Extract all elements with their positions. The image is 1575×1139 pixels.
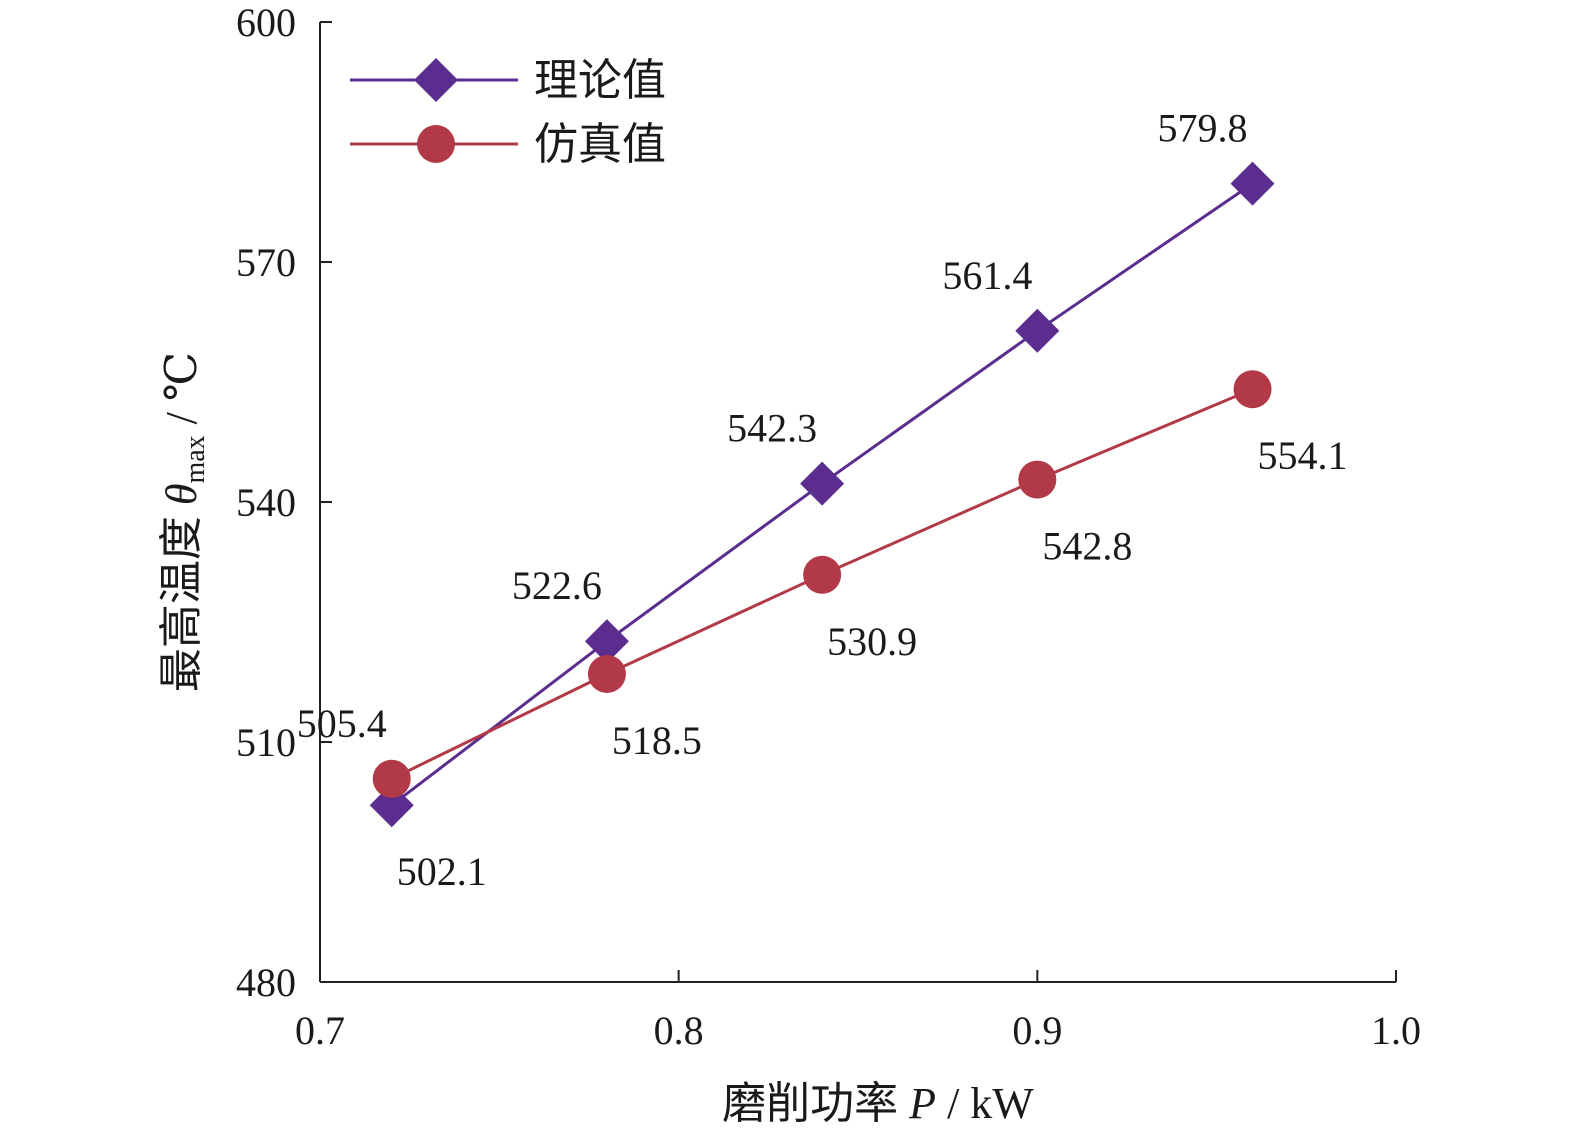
y-tick-label: 540 — [236, 480, 296, 525]
circle-marker — [1018, 460, 1057, 499]
circle-marker — [587, 655, 626, 693]
legend-item: 仿真值 — [350, 120, 666, 169]
circle-marker — [1233, 370, 1272, 409]
data-labels: 502.1 522.6 542.3 561.4 579.8 505.4 518.5 530.9… — [297, 106, 1348, 895]
y-tick-label: 600 — [236, 0, 296, 45]
legend-label: 理论值 — [534, 56, 666, 105]
data-label: 505.4 — [297, 701, 387, 746]
data-label: 502.1 — [397, 849, 487, 894]
data-label: 542.3 — [727, 406, 817, 451]
axes: 480 510 540 570 600 0.7 0.8 0.9 1.0 — [236, 0, 1421, 1053]
x-axis-title: 磨削功率 P / kW — [722, 1079, 1034, 1128]
legend-item: 理论值 — [350, 56, 666, 105]
data-label: 561.4 — [942, 253, 1032, 298]
y-axis-title: 最高温度 θmax / ℃ — [157, 352, 211, 692]
x-tick-label: 0.7 — [295, 1008, 345, 1053]
x-tick-label: 0.9 — [1012, 1008, 1062, 1053]
data-label: 530.9 — [827, 619, 917, 664]
data-label: 554.1 — [1258, 433, 1348, 478]
legend-diamond-marker — [414, 58, 458, 102]
data-label: 518.5 — [612, 718, 702, 763]
y-tick-label: 510 — [236, 720, 296, 765]
series-layer — [369, 161, 1275, 828]
y-tick-label: 570 — [236, 240, 296, 285]
legend-circle-marker — [417, 125, 455, 163]
series-theoretical — [369, 161, 1275, 828]
series-simulated — [372, 370, 1272, 798]
circle-marker — [372, 759, 411, 798]
data-label: 579.8 — [1158, 106, 1248, 151]
y-tick-label: 480 — [236, 960, 296, 1005]
legend-label: 仿真值 — [534, 120, 666, 169]
circle-marker — [803, 555, 842, 594]
x-tick-label: 0.8 — [654, 1008, 704, 1053]
data-label: 522.6 — [512, 563, 602, 608]
diamond-marker — [1230, 161, 1275, 206]
axis-titles: 磨削功率 P / kW 最高温度 θmax / ℃ — [157, 352, 1034, 1128]
diamond-marker — [800, 461, 845, 506]
diamond-marker — [584, 619, 629, 664]
diamond-marker — [1015, 308, 1060, 353]
x-tick-label: 1.0 — [1371, 1008, 1421, 1053]
data-label: 542.8 — [1042, 524, 1132, 569]
